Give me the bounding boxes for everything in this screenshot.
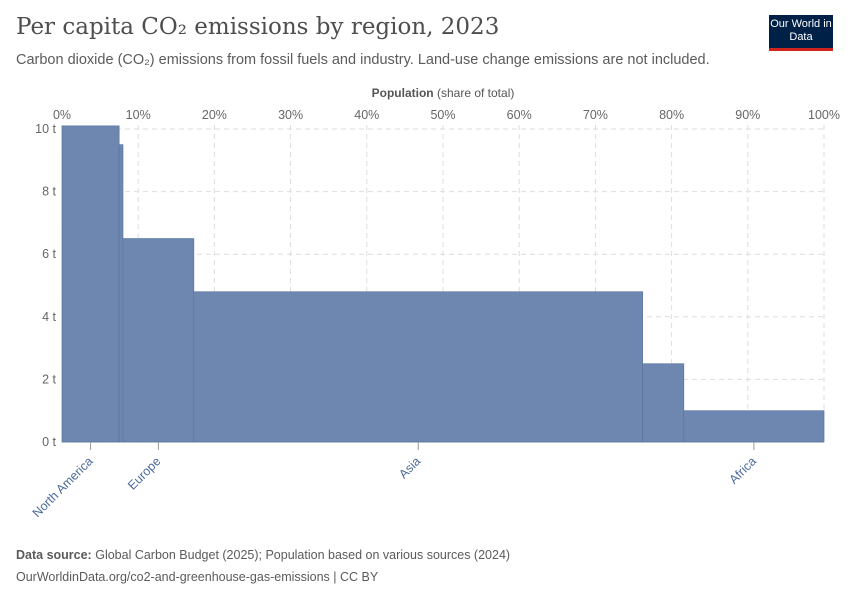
x-tick-label: 30% bbox=[278, 108, 303, 122]
category-label: North America bbox=[30, 454, 96, 520]
x-tick-label: 50% bbox=[430, 108, 455, 122]
source-note: Data source: Global Carbon Budget (2025)… bbox=[16, 548, 511, 562]
bar-europe bbox=[122, 238, 195, 443]
x-tick-label: 20% bbox=[202, 108, 227, 122]
x-tick-label: 100% bbox=[808, 108, 840, 122]
chart-subtitle: Carbon dioxide (CO₂) emissions from foss… bbox=[16, 52, 710, 68]
owid-logo[interactable]: Our World in Data bbox=[769, 15, 833, 51]
x-tick-label: 40% bbox=[354, 108, 379, 122]
y-tick-label: 2 t bbox=[42, 372, 56, 386]
y-tick-label: 8 t bbox=[42, 185, 56, 199]
chart-title: Per capita CO₂ emissions by region, 2023 bbox=[16, 14, 500, 40]
y-tick-label: 0 t bbox=[42, 435, 56, 449]
y-tick-label: 4 t bbox=[42, 310, 56, 324]
x-tick-label: 80% bbox=[659, 108, 684, 122]
bar-asia bbox=[193, 291, 643, 443]
bar-unlabeled bbox=[118, 144, 124, 443]
x-tick-label: 10% bbox=[126, 108, 151, 122]
logo-text: Our World in Data bbox=[770, 18, 832, 43]
x-tick-label: 0% bbox=[53, 108, 71, 122]
bar-africa bbox=[683, 410, 825, 443]
x-tick-label: 60% bbox=[507, 108, 532, 122]
footer-url[interactable]: OurWorldinData.org/co2-and-greenhouse-ga… bbox=[16, 570, 379, 584]
category-label: Asia bbox=[396, 454, 423, 481]
y-tick-label: 6 t bbox=[42, 247, 56, 261]
category-label: Europe bbox=[125, 454, 163, 492]
bar-north-america bbox=[61, 125, 120, 443]
bar-unlabeled bbox=[642, 363, 685, 443]
category-label: Africa bbox=[727, 454, 760, 487]
x-tick-label: 70% bbox=[583, 108, 608, 122]
y-tick-label: 10 t bbox=[35, 122, 56, 136]
x-tick-label: 90% bbox=[735, 108, 760, 122]
x-axis-label: Population (share of total) bbox=[372, 86, 515, 100]
